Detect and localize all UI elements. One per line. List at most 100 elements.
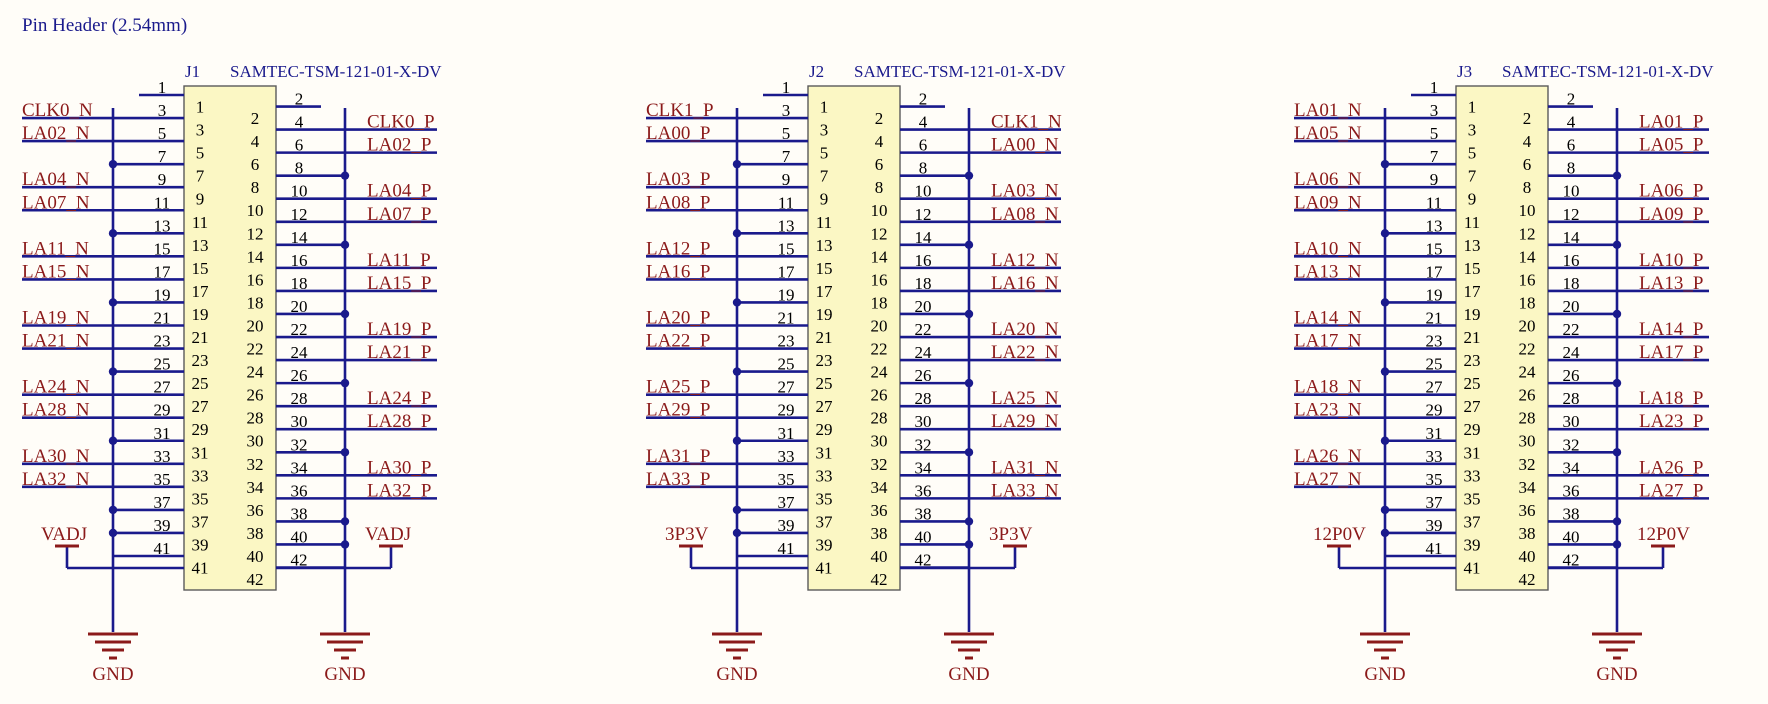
pin-number-inner: 18 [1519,293,1536,312]
net-label: LA14_N [1294,308,1362,329]
pin-number-inner: 35 [816,489,833,508]
net-label: CLK1_N [991,112,1062,133]
junction-dot [1380,367,1390,376]
pin-number-outer: 29 [1426,401,1443,420]
pin-number-inner: 15 [816,259,833,278]
pin-number-outer: 18 [915,274,932,293]
pin-number-outer: 13 [1426,216,1443,235]
pin-number-inner: 4 [251,132,260,151]
junction-dot [340,240,350,250]
pin-number-outer: 33 [154,447,171,466]
pin-number-outer: 8 [295,159,304,178]
junction-dot [340,378,350,388]
pin-number-inner: 17 [816,282,834,301]
net-label: LA08_N [991,204,1059,225]
net-label: LA10_N [1294,238,1362,259]
pin-number-outer: 23 [1426,332,1443,351]
junction-dot [108,436,118,445]
pin-number-inner: 6 [875,155,884,174]
junction-dot [108,229,118,238]
pin-number-outer: 12 [915,205,932,224]
pin-number-inner: 21 [1464,328,1481,347]
pin-number-inner: 41 [816,559,833,578]
pin-number-outer: 15 [778,239,795,258]
net-label: LA09_N [1294,192,1362,213]
net-label: LA03_N [991,181,1059,202]
pin-number-inner: 32 [1519,455,1536,474]
pin-number-outer: 31 [1426,424,1443,443]
pin-number-inner: 10 [871,201,888,220]
pin-number-inner: 4 [1523,132,1532,151]
junction-dot [732,298,742,307]
junction-dot [340,309,350,319]
net-label: LA00_N [991,135,1059,156]
net-label: LA28_P [367,411,431,432]
junction-dot [732,159,742,169]
net-label: LA33_P [646,469,710,490]
pin-number-outer: 42 [291,551,308,570]
net-label: LA11_N [22,238,89,259]
pin-number-outer: 2 [919,90,928,109]
pin-number-inner: 9 [1468,190,1477,209]
ground-label: GND [92,664,133,685]
net-label: LA05_P [1639,135,1703,156]
pin-number-outer: 38 [291,504,308,523]
junction-dot [964,240,974,250]
pin-number-inner: 14 [247,247,265,266]
connector-ref: J1 [185,62,200,81]
pin-number-inner: 18 [871,293,888,312]
pin-number-outer: 1 [782,78,791,97]
pin-number-inner: 34 [247,478,265,497]
power-label: VADJ [365,524,411,545]
pin-number-inner: 2 [251,109,260,128]
pin-number-inner: 42 [871,570,888,589]
pin-number-outer: 17 [1426,262,1444,281]
pin-number-inner: 24 [871,363,889,382]
pin-number-inner: 37 [1464,512,1482,531]
pin-number-outer: 38 [915,504,932,523]
connector-body [1455,85,1549,591]
pin-number-inner: 4 [875,132,884,151]
junction-dot [964,378,974,388]
pin-number-outer: 2 [1567,90,1576,109]
junction-dot [108,367,118,376]
pin-number-outer: 23 [154,332,171,351]
pin-number-inner: 37 [192,512,210,531]
connector-part-number: SAMTEC-TSM-121-01-X-DV [1502,62,1714,81]
pin-number-inner: 6 [251,155,260,174]
pin-number-outer: 6 [919,136,928,155]
pin-number-inner: 42 [247,570,264,589]
ground-label: GND [716,664,757,685]
pin-number-inner: 31 [816,443,833,462]
pin-number-inner: 29 [1464,420,1481,439]
pin-number-inner: 7 [820,167,829,186]
net-label: LA08_P [646,192,710,213]
pin-number-outer: 29 [778,401,795,420]
net-label: LA24_N [22,377,90,398]
pin-number-outer: 3 [782,101,791,120]
pin-number-inner: 38 [871,524,888,543]
pin-number-outer: 24 [1563,343,1581,362]
pin-number-outer: 34 [291,458,309,477]
pin-number-inner: 14 [1519,247,1537,266]
pin-number-outer: 4 [919,113,928,132]
pin-number-inner: 30 [247,432,264,451]
net-label: LA06_P [1639,181,1703,202]
junction-dot [340,517,350,526]
pin-number-inner: 11 [1464,213,1480,232]
net-label: LA24_P [367,388,431,409]
pin-number-outer: 9 [782,170,791,189]
pin-number-outer: 18 [1563,274,1580,293]
pin-number-outer: 39 [154,516,171,535]
pin-number-outer: 42 [1563,551,1580,570]
junction-dot [1380,436,1390,445]
junction-dot [732,528,742,538]
pin-number-outer: 20 [915,297,932,316]
pin-number-inner: 19 [1464,305,1481,324]
connector-j1: J1 SAMTEC-TSM-121-01-X-DV1234567891011121… [22,62,442,685]
pin-number-outer: 7 [1430,147,1439,166]
ground-label: GND [1596,664,1637,685]
junction-dot [964,540,974,549]
pin-number-outer: 40 [291,527,308,546]
